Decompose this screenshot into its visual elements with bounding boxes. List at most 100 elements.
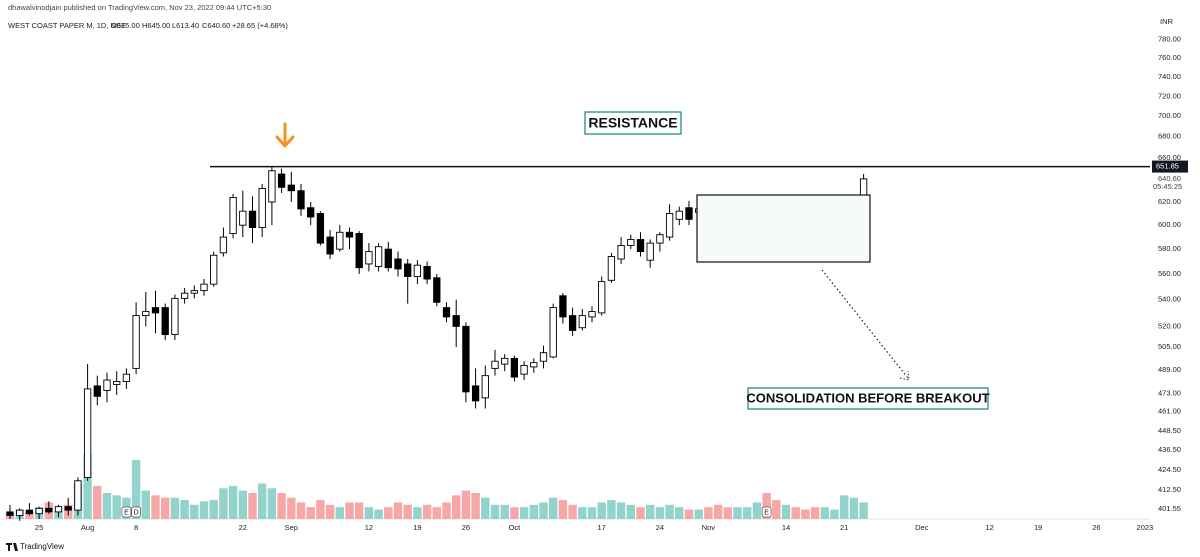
- candle-body: [200, 283, 208, 292]
- ohlc-low: L613.40: [172, 21, 199, 30]
- candle-body: [103, 379, 111, 391]
- candle-body: [132, 315, 140, 369]
- volume-bar: [471, 493, 480, 519]
- candle-body: [675, 210, 683, 220]
- candle-body: [45, 507, 53, 513]
- volume-bar: [840, 495, 849, 519]
- candle-body: [336, 231, 344, 250]
- volume-bar: [859, 502, 868, 519]
- event-marker: [761, 506, 772, 518]
- volume-bar: [306, 507, 315, 519]
- y-tick-label: 401.55: [1158, 504, 1181, 513]
- y-tick-label: 540.00: [1158, 295, 1181, 304]
- candle-body: [510, 357, 519, 378]
- volume-bar: [636, 507, 645, 519]
- candle-body: [190, 290, 198, 294]
- y-tick-label: 700.00: [1158, 111, 1181, 120]
- volume-bar: [403, 504, 412, 519]
- candle-body: [452, 315, 460, 327]
- candle-body: [355, 233, 363, 269]
- volume-bar: [238, 490, 247, 519]
- candle-body: [588, 311, 596, 318]
- volume-bar: [675, 507, 684, 519]
- volume-bar: [461, 490, 471, 519]
- y-tick-label: 620.00: [1158, 197, 1181, 206]
- volume-bar: [568, 504, 577, 519]
- candle-body: [83, 388, 92, 478]
- y-tick-label: 520.00: [1158, 321, 1181, 330]
- candle-body: [74, 480, 82, 511]
- volume-bar: [452, 495, 461, 519]
- publisher-line: dhawalvinodjain published on TradingView…: [8, 3, 271, 12]
- volume-bar: [374, 509, 383, 519]
- candle-body: [180, 292, 189, 299]
- y-tick-label: 436.50: [1158, 445, 1181, 454]
- candle-body: [142, 311, 150, 317]
- y-tick-label: 660.00: [1158, 153, 1181, 162]
- candle-body: [433, 277, 441, 303]
- y-tick-label: 720.00: [1158, 91, 1181, 100]
- candle-body: [326, 236, 334, 255]
- volume-bar: [442, 502, 451, 519]
- candle-body: [491, 360, 499, 369]
- x-tick-label: 17: [598, 523, 606, 532]
- candle-body: [404, 263, 412, 277]
- volume-bar: [587, 507, 597, 519]
- x-tick-label: 8: [134, 523, 138, 532]
- candle-body: [636, 239, 645, 253]
- consolidation-label: CONSOLIDATION BEFORE BREAKOUT: [746, 390, 989, 405]
- y-tick-label: 600.00: [1158, 220, 1181, 229]
- volume-bar: [248, 493, 257, 519]
- candle-body: [365, 251, 373, 265]
- ohlc-close: C640.60: [202, 21, 230, 30]
- x-tick-label: Sep: [285, 523, 298, 532]
- x-tick-label: 12: [986, 523, 994, 532]
- candle-body: [268, 170, 276, 203]
- resistance-box: [584, 111, 682, 135]
- candle-body: [384, 248, 392, 269]
- candle-body: [161, 307, 169, 336]
- x-tick-label: 26: [462, 523, 470, 532]
- x-tick-label: 12: [365, 523, 373, 532]
- candle-body: [113, 381, 121, 385]
- volume-bar: [801, 509, 810, 519]
- y-tick-label: 412.50: [1158, 485, 1181, 494]
- x-tick-label: Oct: [509, 523, 522, 532]
- currency: INR: [1160, 17, 1174, 26]
- volume-bar: [830, 509, 839, 519]
- candle-body: [549, 307, 557, 358]
- resistance-price: 651.85: [1156, 162, 1179, 171]
- event-label: E: [764, 509, 769, 516]
- candle-body: [151, 307, 160, 314]
- volume-bar: [723, 507, 732, 519]
- candle-body: [287, 184, 295, 192]
- volume-bar: [93, 485, 102, 519]
- candle-body: [54, 506, 63, 513]
- volume-bar: [762, 493, 771, 519]
- candle-body: [297, 190, 305, 210]
- volume-bar: [112, 495, 121, 519]
- y-tick-label: 505.00: [1158, 342, 1181, 351]
- candle-body: [685, 207, 693, 220]
- candle-body: [345, 231, 354, 238]
- volume-bar: [25, 511, 34, 519]
- volume-bar: [578, 507, 587, 519]
- x-tick-label: Nov: [702, 523, 716, 532]
- y-tick-label: 760.00: [1158, 53, 1181, 62]
- volume-bar: [364, 507, 374, 519]
- volume-bar: [287, 497, 296, 519]
- candle-body: [316, 213, 325, 244]
- candle-body: [394, 258, 402, 270]
- volume-bar: [335, 507, 344, 519]
- x-tick-label: 25: [35, 523, 43, 532]
- candle-body: [578, 315, 586, 329]
- candle-body: [239, 210, 247, 226]
- y-tick-label: 680.00: [1158, 132, 1181, 141]
- candle-body: [374, 246, 383, 267]
- candle-body: [559, 295, 567, 318]
- volume-bar: [83, 454, 92, 519]
- volume-bar: [713, 504, 723, 519]
- candle-body: [64, 506, 72, 511]
- y-tick-label: 740.00: [1158, 72, 1181, 81]
- candle-body: [229, 197, 237, 234]
